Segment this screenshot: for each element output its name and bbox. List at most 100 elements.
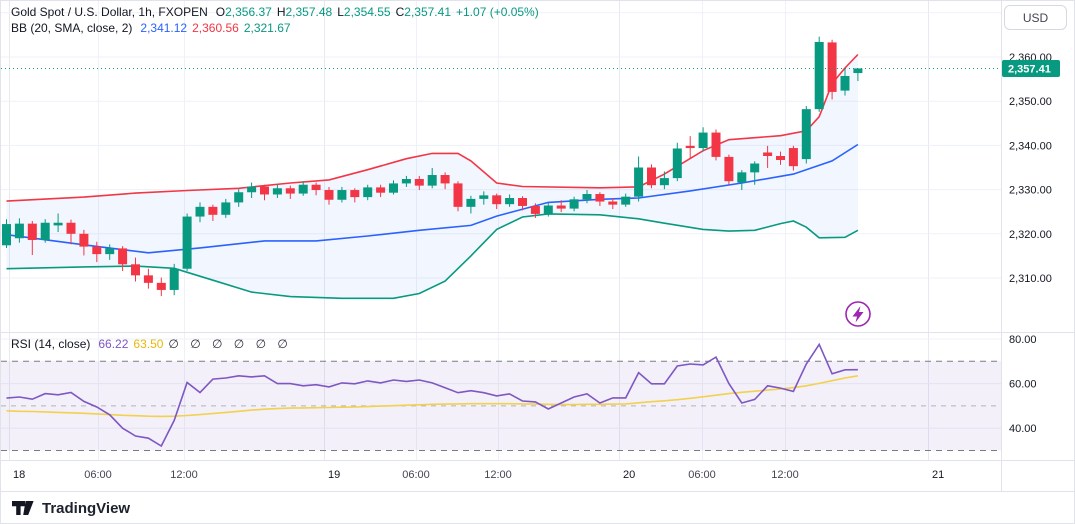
candles[interactable] bbox=[2, 36, 863, 297]
candle bbox=[621, 196, 631, 205]
candle bbox=[453, 183, 463, 207]
price-tick-label: 2,310.00 bbox=[1009, 273, 1052, 285]
close-label: C bbox=[395, 5, 405, 19]
rsi-value: 66.22 bbox=[98, 337, 129, 351]
bb-basis-value: 2,341.12 bbox=[140, 21, 188, 35]
candle bbox=[414, 178, 424, 186]
candle bbox=[298, 184, 308, 194]
candle bbox=[234, 192, 244, 203]
candle bbox=[324, 190, 334, 200]
rsi-plot bbox=[6, 342, 859, 448]
chart-canvas[interactable]: 2,360.002,350.002,340.002,330.002,320.00… bbox=[1, 1, 1075, 491]
pane-borders bbox=[1, 1, 1074, 491]
time-tick-label: 06:00 bbox=[84, 469, 112, 481]
rsi-empty-slots: ∅ ∅ ∅ ∅ ∅ ∅ bbox=[168, 337, 292, 351]
main-legend: Gold Spot / U.S. Dollar, 1h, FXOPEN O 2,3… bbox=[11, 5, 539, 37]
candle bbox=[350, 190, 360, 198]
candle bbox=[92, 246, 102, 255]
price-gridlines bbox=[1, 12, 1001, 279]
candle bbox=[363, 187, 373, 198]
candle bbox=[724, 156, 734, 182]
bb-legend-row: BB (20, SMA, close, 2) 2,341.12 2,360.56… bbox=[11, 21, 539, 37]
candle bbox=[505, 197, 515, 205]
candle bbox=[440, 175, 450, 184]
bb-upper-value: 2,360.56 bbox=[192, 21, 239, 35]
candle bbox=[672, 148, 682, 179]
candle bbox=[492, 195, 502, 205]
candle bbox=[156, 282, 166, 290]
high-value: 2,357.48 bbox=[285, 5, 333, 19]
candle bbox=[14, 223, 24, 239]
candle bbox=[840, 76, 850, 91]
candle bbox=[195, 206, 205, 217]
candle bbox=[763, 152, 773, 157]
candle bbox=[105, 248, 115, 255]
candle bbox=[118, 248, 128, 265]
candle bbox=[776, 156, 785, 160]
rsi-legend: RSI (14, close) 66.22 63.50 ∅ ∅ ∅ ∅ ∅ ∅ bbox=[11, 337, 292, 353]
bb-lower-value: 2,321.67 bbox=[243, 21, 291, 35]
time-tick-label: 19 bbox=[328, 469, 340, 481]
currency-button[interactable]: USD bbox=[1004, 5, 1067, 30]
lightning-icon[interactable] bbox=[845, 301, 871, 327]
candle bbox=[376, 187, 386, 193]
time-tick-label: 06:00 bbox=[402, 469, 430, 481]
bottom-bar: TradingView bbox=[1, 491, 1074, 523]
open-value: 2,356.37 bbox=[225, 5, 272, 19]
rsi-line bbox=[6, 342, 858, 448]
price-axis[interactable]: 2,360.002,350.002,340.002,330.002,320.00… bbox=[1009, 52, 1052, 435]
candle bbox=[79, 233, 89, 247]
price-tick-label: 2,320.00 bbox=[1009, 229, 1052, 241]
symbol-title[interactable]: Gold Spot / U.S. Dollar, 1h, FXOPEN bbox=[11, 5, 208, 19]
bb-legend-title[interactable]: BB (20, SMA, close, 2) bbox=[11, 21, 133, 35]
price-tick-label: 2,330.00 bbox=[1009, 185, 1052, 197]
candle bbox=[634, 167, 644, 197]
candle bbox=[389, 183, 398, 193]
candle bbox=[479, 195, 489, 199]
candle bbox=[337, 190, 347, 200]
candle bbox=[2, 224, 11, 246]
rsi-ma-value: 63.50 bbox=[133, 337, 164, 351]
current-price-text: 2,357.41 bbox=[1008, 63, 1051, 75]
candle bbox=[401, 178, 411, 184]
time-tick-label: 18 bbox=[13, 469, 25, 481]
candle bbox=[247, 186, 257, 193]
candle bbox=[853, 68, 863, 74]
time-tick-label: 12:00 bbox=[484, 469, 512, 481]
candle bbox=[595, 194, 605, 202]
lightning-bolt bbox=[852, 306, 864, 323]
currency-label: USD bbox=[1022, 10, 1049, 25]
tradingview-logo-text[interactable]: TradingView bbox=[42, 499, 131, 517]
candle bbox=[827, 42, 837, 92]
bb-lower-line bbox=[6, 213, 859, 300]
candle bbox=[788, 148, 798, 167]
tradingview-logo-icon[interactable] bbox=[12, 500, 34, 516]
candle bbox=[260, 186, 269, 195]
time-tick-label: 21 bbox=[932, 469, 944, 481]
candle bbox=[427, 175, 437, 186]
rsi-tick-label: 40.00 bbox=[1009, 423, 1037, 435]
rsi-tick-label: 80.00 bbox=[1009, 334, 1037, 346]
candle bbox=[143, 275, 153, 283]
rsi-legend-title[interactable]: RSI (14, close) bbox=[11, 337, 91, 351]
rsi-ma-line bbox=[6, 375, 859, 418]
candle bbox=[66, 222, 76, 234]
low-label: L bbox=[337, 5, 344, 19]
candle bbox=[582, 194, 592, 200]
time-axis[interactable]: 18 06:00 12:00 19 06:00 12:00 20 06:00 12:00 21 bbox=[13, 469, 944, 481]
current-price-label: 2,357.41 bbox=[1002, 59, 1060, 77]
price-tick-label: 2,340.00 bbox=[1009, 140, 1052, 152]
rsi-tick-label: 60.00 bbox=[1009, 379, 1037, 391]
candle bbox=[466, 198, 476, 207]
high-label: H bbox=[276, 5, 286, 19]
close-value: 2,357.41 bbox=[404, 5, 451, 19]
candle bbox=[272, 188, 282, 195]
candle bbox=[208, 206, 218, 215]
symbol-legend-row: Gold Spot / U.S. Dollar, 1h, FXOPEN O 2,3… bbox=[11, 5, 539, 21]
time-tick-label: 12:00 bbox=[771, 469, 799, 481]
time-tick-label: 12:00 bbox=[170, 469, 198, 481]
rsi-gridlines bbox=[1, 338, 1001, 429]
price-tick-label: 2,350.00 bbox=[1009, 96, 1052, 108]
candle bbox=[737, 172, 747, 183]
